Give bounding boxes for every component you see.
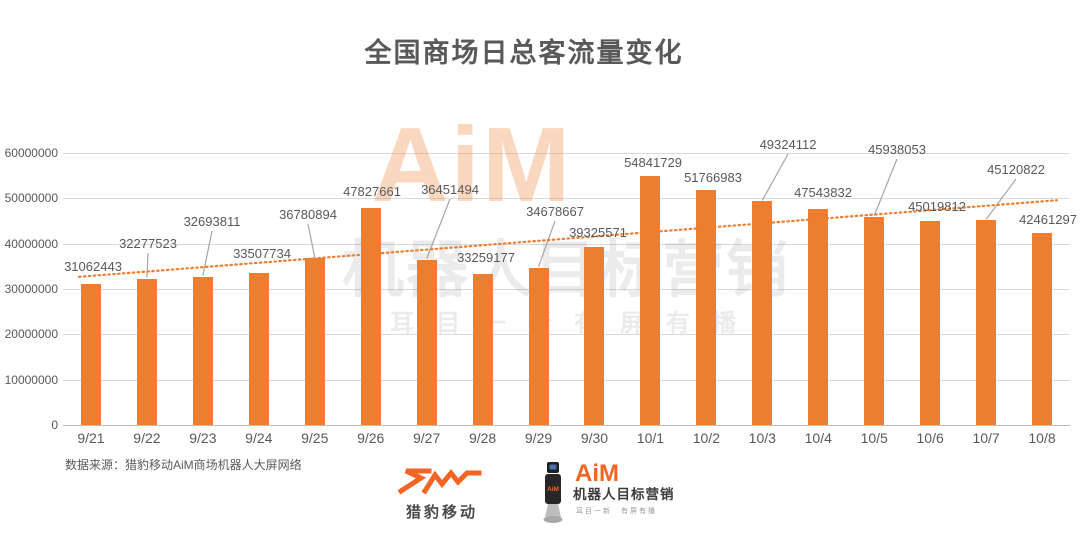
bar-9/29	[528, 267, 549, 425]
bar-value-label: 47827661	[343, 184, 401, 199]
y-axis-tick-label: 20000000	[4, 327, 58, 342]
aim-robot-icon: AiM	[543, 462, 563, 523]
bar-9/24	[248, 273, 269, 425]
y-axis-tick-label: 50000000	[4, 191, 58, 206]
bar-value-label: 32277523	[119, 236, 177, 251]
bar-value-label: 33507734	[233, 246, 291, 261]
watermark-slogan-sub: 耳目一新有屏有播	[390, 310, 758, 337]
bar-value-label: 51766983	[684, 170, 742, 185]
bar-9/26	[360, 208, 381, 425]
x-axis-label: 9/22	[133, 430, 161, 446]
x-axis-label: 9/24	[245, 430, 273, 446]
bar-10/4	[808, 209, 829, 425]
bar-value-label: 47543832	[794, 185, 852, 200]
bar-10/1	[640, 176, 661, 425]
bar-9/30	[584, 246, 605, 425]
bar-value-label: 45019812	[908, 199, 966, 214]
bar-9/27	[416, 259, 437, 425]
bar-value-label: 54841729	[624, 155, 682, 170]
x-axis-label: 10/3	[748, 430, 776, 446]
x-axis-label: 10/2	[692, 430, 720, 446]
bar-value-label: 39325571	[569, 225, 627, 240]
x-axis-label: 10/7	[972, 430, 1000, 446]
gridline	[63, 334, 1070, 336]
bar-value-label: 36780894	[279, 207, 337, 222]
cheetah-mobile-name: 猎豹移动	[405, 504, 478, 521]
bar-value-label: 33259177	[457, 250, 515, 265]
bar-9/23	[192, 276, 213, 425]
bar-10/7	[976, 220, 997, 425]
x-axis-label: 10/8	[1028, 430, 1056, 446]
bar-9/25	[304, 258, 325, 425]
aim-logo-tagline: 耳目一新 有屏有播	[576, 508, 657, 515]
bar-10/3	[752, 201, 773, 425]
x-axis-label: 9/21	[77, 430, 105, 446]
x-axis-label: 10/5	[860, 430, 888, 446]
bar-value-label: 34678667	[526, 204, 584, 219]
gridline	[63, 289, 1070, 290]
x-axis-label: 9/30	[580, 430, 609, 446]
y-axis-tick-label: 10000000	[4, 372, 58, 387]
chart-title: 全国商场日总客流量变化	[364, 38, 684, 68]
x-axis-label: 9/25	[301, 430, 329, 446]
bar-value-label: 45938053	[868, 142, 926, 157]
watermark-slogan-main: 机器人目标营销	[342, 236, 791, 305]
bar-10/8	[1032, 232, 1053, 425]
x-axis-label: 10/4	[804, 430, 832, 446]
bar-value-label: 31062443	[64, 259, 122, 274]
bar-value-label: 49324112	[759, 137, 817, 152]
x-axis-label: 9/27	[413, 430, 441, 446]
bar-9/28	[472, 274, 493, 425]
gridline	[63, 153, 1070, 154]
y-axis-tick-label: 60000000	[4, 146, 58, 160]
x-axis-label: 10/6	[916, 430, 944, 446]
bar-10/5	[864, 216, 885, 425]
aim-brand-text: AiM	[575, 460, 619, 487]
x-axis-label: 10/1	[636, 430, 665, 446]
bar-9/22	[136, 278, 157, 425]
bar-10/2	[696, 190, 717, 425]
x-axis-line	[63, 425, 1070, 426]
watermark-aim-logo-text: AiM	[372, 106, 573, 224]
x-axis-label: 9/28	[468, 430, 497, 446]
y-axis-tick-label: 40000000	[4, 236, 58, 251]
x-axis-label: 9/29	[524, 430, 553, 446]
bar-9/21	[80, 284, 101, 425]
bar-value-label: 42461297	[1019, 212, 1077, 227]
aim-logo-title: 机器人目标营销	[573, 487, 675, 502]
gridline	[63, 379, 1070, 381]
bar-10/6	[920, 220, 941, 425]
x-axis-label: 9/23	[189, 430, 217, 446]
gridline	[63, 198, 1070, 200]
y-axis-tick-label: 0	[51, 418, 58, 432]
cheetah-mobile-logo-icon	[397, 468, 482, 495]
y-axis-tick-label: 30000000	[4, 282, 58, 296]
bar-value-label: 36451494	[421, 182, 479, 197]
bar-value-label: 45120822	[987, 162, 1045, 177]
data-source-note: 数据来源：猎豹移动AiM商场机器人大屏网络	[65, 458, 302, 472]
x-axis-label: 9/26	[357, 430, 385, 446]
svg-text:AiM: AiM	[547, 486, 559, 493]
